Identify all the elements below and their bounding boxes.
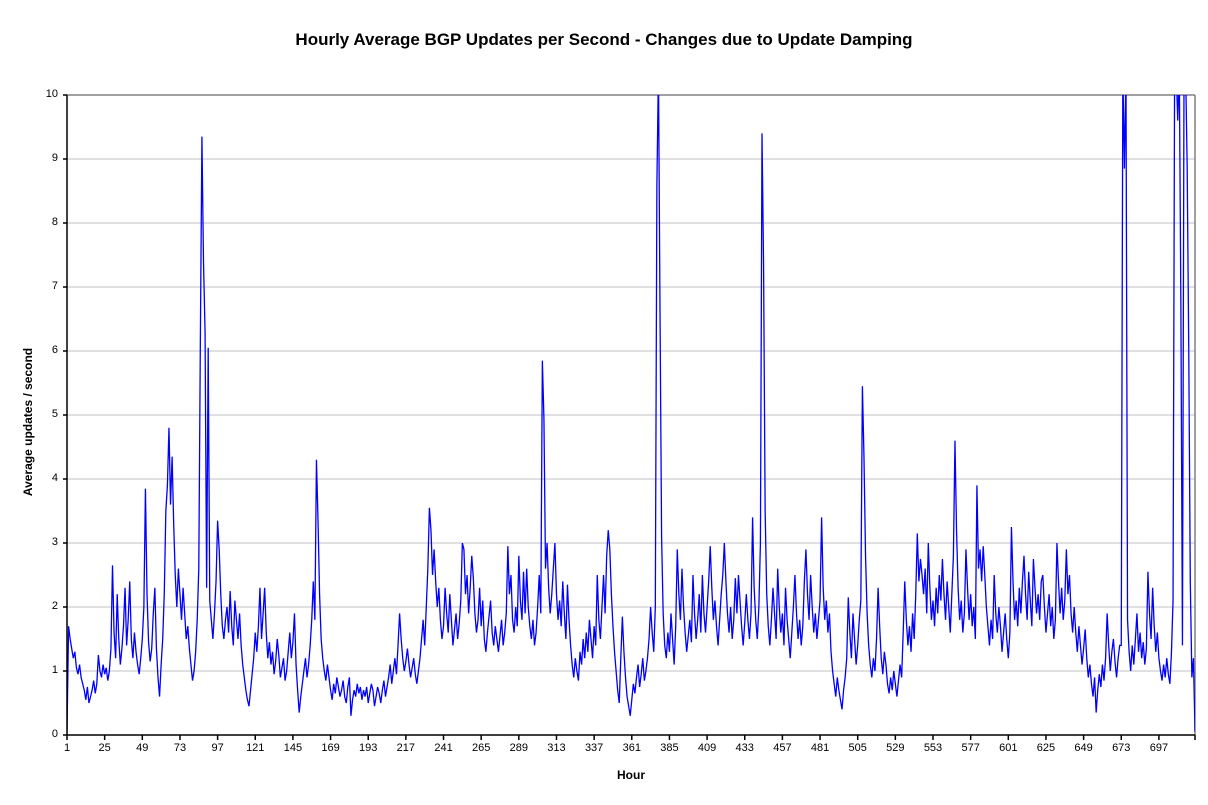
y-tick-label-4: 4 (51, 472, 58, 484)
y-tick-label-5: 5 (51, 408, 58, 420)
y-tick-label-10: 10 (45, 88, 58, 100)
y-tick-label-1: 1 (51, 664, 58, 676)
chart-title: Hourly Average BGP Updates per Second - … (295, 30, 913, 49)
x-tick-label-529: 529 (886, 742, 905, 754)
x-tick-label-73: 73 (173, 742, 187, 754)
x-tick-label-169: 169 (321, 742, 340, 754)
x-tick-label-361: 361 (622, 742, 641, 754)
x-tick-label-433: 433 (735, 742, 754, 754)
x-tick-label-265: 265 (471, 742, 491, 754)
x-tick-label-385: 385 (660, 742, 679, 754)
x-tick-label-553: 553 (923, 742, 943, 754)
x-tick-label-649: 649 (1074, 742, 1093, 754)
x-tick-label-193: 193 (359, 742, 378, 754)
x-tick-label-601: 601 (999, 742, 1018, 754)
x-tick-label-457: 457 (773, 742, 792, 754)
x-tick-label-241: 241 (434, 742, 453, 754)
x-tick-label-409: 409 (697, 742, 717, 754)
x-tick-label-121: 121 (246, 742, 265, 754)
x-tick-label-313: 313 (547, 742, 566, 754)
x-tick-label-505: 505 (848, 742, 867, 754)
y-tick-label-0: 0 (51, 728, 58, 740)
y-tick-label-8: 8 (51, 216, 58, 228)
y-tick-label-7: 7 (51, 280, 58, 292)
x-tick-label-697: 697 (1149, 742, 1169, 754)
y-tick-label-6: 6 (51, 344, 58, 356)
x-tick-label-337: 337 (584, 742, 604, 754)
bgp-updates-line-series (67, 95, 1195, 732)
x-tick-label-49: 49 (136, 742, 149, 754)
x-tick-label-25: 25 (98, 742, 111, 754)
x-axis-title: Hour (617, 768, 645, 782)
x-tick-label-97: 97 (211, 742, 224, 754)
y-tick-label-9: 9 (51, 152, 58, 164)
y-tick-label-3: 3 (51, 536, 58, 548)
x-tick-label-145: 145 (283, 742, 303, 754)
x-tick-label-217: 217 (396, 742, 416, 754)
x-tick-label-673: 673 (1112, 742, 1131, 754)
x-tick-label-577: 577 (961, 742, 980, 754)
x-tick-label-289: 289 (509, 742, 528, 754)
x-tick-label-1: 1 (63, 742, 71, 754)
y-tick-label-2: 2 (51, 600, 58, 612)
x-tick-label-625: 625 (1036, 742, 1056, 754)
x-tick-label-481: 481 (810, 742, 830, 754)
